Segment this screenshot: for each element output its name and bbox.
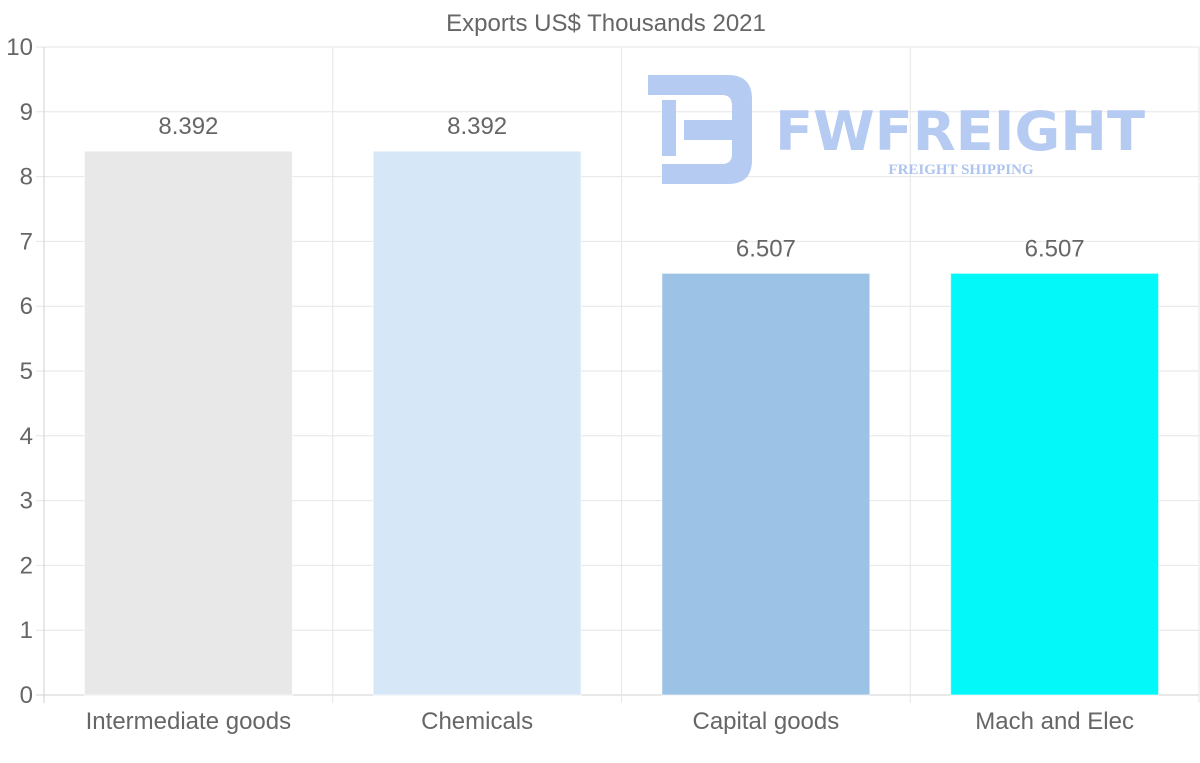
x-category-label: Capital goods	[692, 708, 839, 735]
y-tick-label: 8	[20, 164, 33, 191]
bar-capital-goods[interactable]	[661, 272, 871, 696]
bars-layer	[83, 150, 1160, 696]
y-tick-label: 0	[20, 682, 33, 709]
chart-title: Exports US$ Thousands 2021	[446, 10, 766, 37]
watermark-tagline: FREIGHT SHIPPING	[888, 162, 1033, 178]
fw-logo-icon	[648, 75, 752, 184]
y-tick-label: 1	[20, 617, 33, 644]
y-tick-label: 10	[6, 34, 33, 61]
watermark-logo: FWFREIGHT FREIGHT SHIPPING	[648, 75, 1145, 184]
data-label: 8.392	[158, 113, 218, 140]
bar-mach-and-elec[interactable]	[950, 272, 1160, 696]
x-category-label: Chemicals	[421, 708, 533, 735]
x-category-label: Mach and Elec	[975, 708, 1134, 735]
data-label: 8.392	[447, 113, 507, 140]
watermark-brand: FWFREIGHT	[775, 100, 1145, 163]
y-tick-label: 6	[20, 293, 33, 320]
bar-intermediate-goods[interactable]	[83, 150, 293, 696]
y-tick-label: 3	[20, 488, 33, 515]
x-category-label: Intermediate goods	[86, 708, 291, 735]
labels-layer: 8.392 Intermediate goods 8.392 Chemicals 6.5…	[86, 113, 1134, 735]
bar-chemicals[interactable]	[372, 150, 582, 696]
fw-logo-bar	[662, 100, 676, 156]
y-tick-label: 5	[20, 358, 33, 385]
data-label: 6.507	[1025, 235, 1085, 262]
y-tick-label: 7	[20, 228, 33, 255]
y-tick-label: 9	[20, 99, 33, 126]
y-tick-label: 2	[20, 552, 33, 579]
data-label: 6.507	[736, 235, 796, 262]
y-tick-label: 4	[20, 423, 33, 450]
